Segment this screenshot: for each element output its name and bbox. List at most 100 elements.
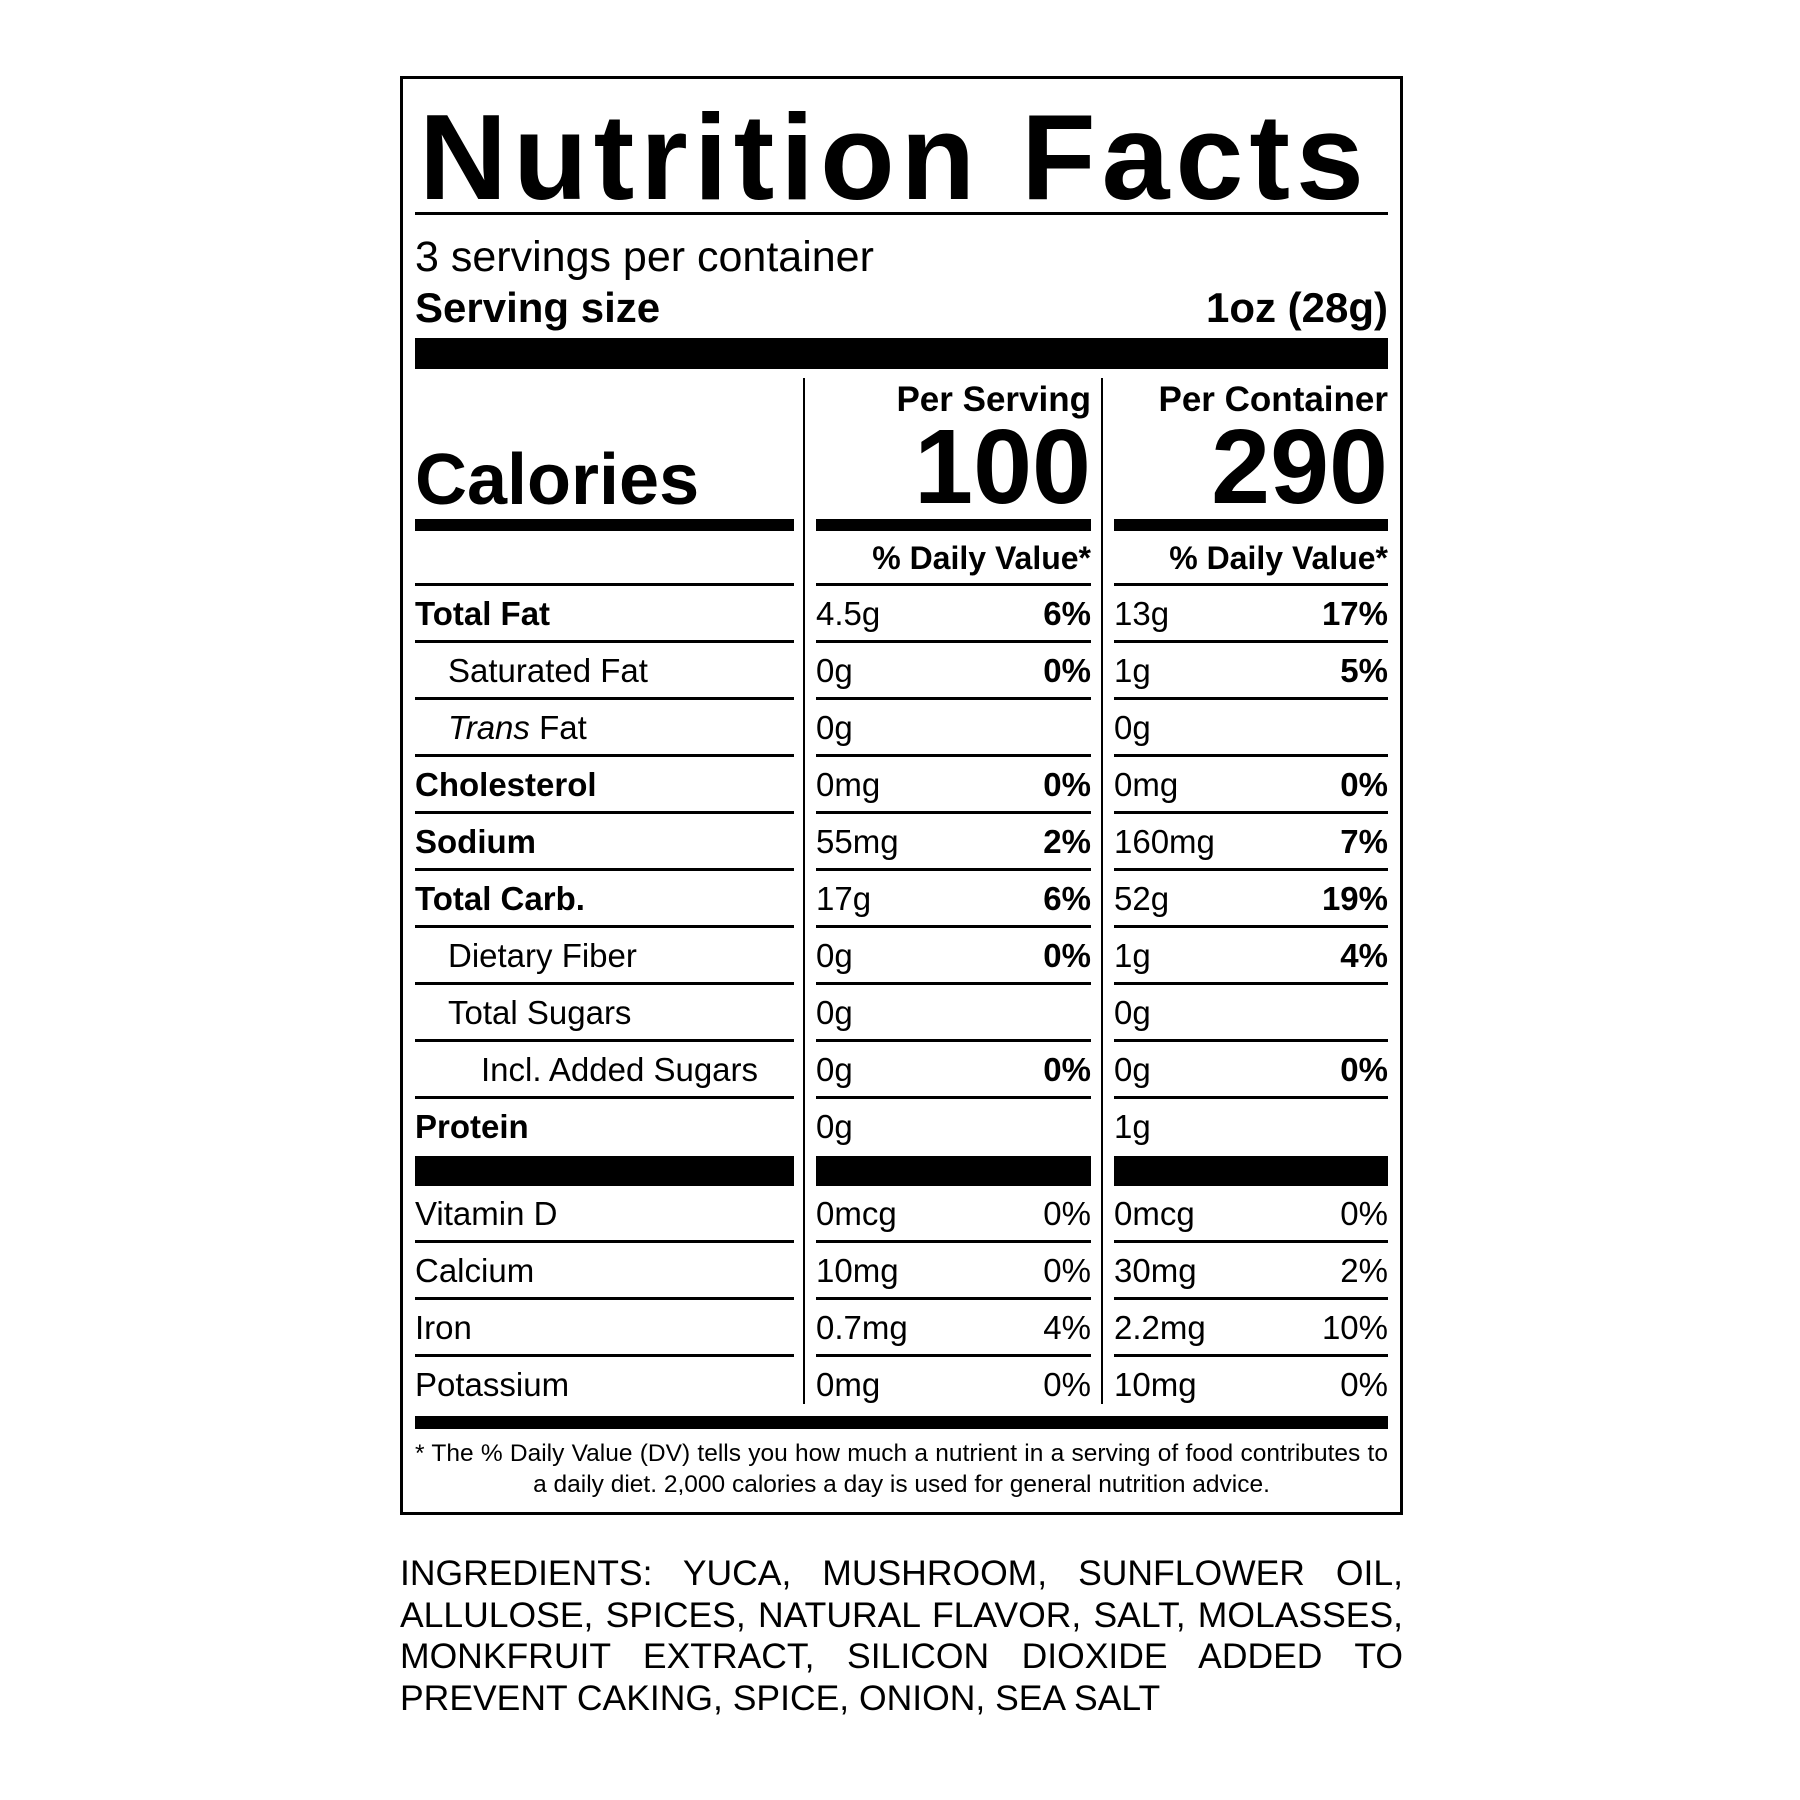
nutrient-container-cell: 0g <box>1114 985 1388 1042</box>
nutrient-serving-cell: 0g 0% <box>816 1042 1091 1099</box>
title-divider <box>415 212 1388 215</box>
nutrient-container-cell: 0mg 0% <box>1114 757 1388 814</box>
nutrient-container-amount: 0mcg <box>1114 1195 1195 1232</box>
nutrient-label: Potassium <box>415 1366 569 1403</box>
nutrient-serving-dv: 2% <box>1043 823 1091 860</box>
thick-divider-top <box>415 338 1388 369</box>
per-container-header: Per Container <box>1158 380 1389 419</box>
nutrient-label-cell: Saturated Fat <box>415 643 794 700</box>
nutrient-label-cell: Iron <box>415 1300 794 1357</box>
nutrient-serving-dv: 0% <box>1043 766 1091 803</box>
thick-divider-vitamins <box>415 1156 794 1186</box>
nutrient-serving-cell: 0mg 0% <box>816 757 1091 814</box>
nutrient-serving-amount: 55mg <box>816 823 899 860</box>
nutrient-label-text: Dietary Fiber <box>448 937 637 974</box>
ingredients-list: INGREDIENTS: YUCA, MUSHROOM, SUNFLOWER O… <box>400 1553 1403 1719</box>
nutrient-serving-cell: 0mcg 0% <box>816 1186 1091 1243</box>
nutrient-container-amount: 2.2mg <box>1114 1309 1206 1346</box>
nutrient-container-dv: 7% <box>1340 823 1388 860</box>
nutrient-serving-cell: 0g 0% <box>816 643 1091 700</box>
serving-size-label: Serving size <box>415 284 661 331</box>
nutrient-serving-cell: 0g 0% <box>816 928 1091 985</box>
calories-per-container: 290 <box>1211 408 1388 526</box>
servings-per-container: 3 servings per container <box>415 233 874 281</box>
column-divider <box>1101 378 1103 1404</box>
nutrient-serving-cell: 17g 6% <box>816 871 1091 928</box>
calories-divider <box>1114 519 1388 531</box>
nutrient-serving-amount: 0g <box>816 1051 853 1088</box>
nutrient-container-dv: 19% <box>1321 880 1388 917</box>
nutrient-container-cell: 0g <box>1114 700 1388 757</box>
nutrient-container-cell: 160mg 7% <box>1114 814 1388 871</box>
calories-label: Calories <box>415 440 700 520</box>
nutrient-label-cell: Potassium <box>415 1357 794 1414</box>
nutrient-serving-amount: 0g <box>816 994 853 1031</box>
nutrient-container-cell: 0mcg 0% <box>1114 1186 1388 1243</box>
nutrient-serving-dv: 6% <box>1043 595 1091 632</box>
nutrient-label: Vitamin D <box>415 1195 557 1232</box>
label-title: Nutrition Facts <box>419 89 1370 225</box>
nutrient-container-dv: 4% <box>1340 937 1388 974</box>
nutrient-label-text: Iron <box>415 1309 472 1346</box>
nutrient-serving-dv: 0% <box>1043 1195 1091 1232</box>
nutrient-container-cell: 10mg 0% <box>1114 1357 1388 1414</box>
nutrient-container-amount: 10mg <box>1114 1366 1197 1403</box>
nutrient-serving-cell: 0g <box>816 985 1091 1042</box>
nutrient-label-text: Total Sugars <box>448 994 632 1031</box>
nutrient-serving-amount: 0mg <box>816 1366 881 1403</box>
nutrient-container-amount: 30mg <box>1114 1252 1197 1289</box>
nutrient-container-dv: 17% <box>1321 595 1388 632</box>
nutrient-serving-dv: 0% <box>1043 1051 1091 1088</box>
nutrient-label: Iron <box>415 1309 472 1346</box>
nutrient-container-dv: 0% <box>1340 766 1388 803</box>
dv-header-container: % Daily Value* <box>1114 531 1388 586</box>
nutrient-container-amount: 13g <box>1114 595 1170 632</box>
nutrient-label-text: Total Fat <box>415 595 551 632</box>
nutrient-container-cell: 13g 17% <box>1114 586 1388 643</box>
nutrient-label-cell: Cholesterol <box>415 757 794 814</box>
nutrient-label-cell: Total Carb. <box>415 871 794 928</box>
nutrient-label-text: Potassium <box>415 1366 570 1403</box>
nutrient-serving-dv: 4% <box>1043 1309 1091 1346</box>
daily-value-footnote: * The % Daily Value (DV) tells you how m… <box>415 1440 1388 1498</box>
nutrient-label-text: Total Carb. <box>415 880 585 917</box>
nutrient-serving-dv: 0% <box>1043 1252 1091 1289</box>
nutrient-label-text: Sodium <box>415 823 536 860</box>
nutrient-container-amount: 1g <box>1114 652 1151 689</box>
nutrient-container-dv: 5% <box>1340 652 1388 689</box>
nutrient-label: Calcium <box>415 1252 534 1289</box>
nutrient-container-amount: 52g <box>1114 880 1170 917</box>
nutrient-label: Protein <box>415 1108 529 1145</box>
nutrient-label: Incl. Added Sugars <box>415 1051 758 1088</box>
nutrient-container-cell: 1g 5% <box>1114 643 1388 700</box>
nutrient-label-cell: Incl. Added Sugars <box>415 1042 794 1099</box>
nutrient-serving-amount: 0mcg <box>816 1195 897 1232</box>
nutrient-container-cell: 30mg 2% <box>1114 1243 1388 1300</box>
nutrient-serving-cell: 4.5g 6% <box>816 586 1091 643</box>
nutrient-container-cell: 1g 4% <box>1114 928 1388 985</box>
nutrient-container-cell: 1g <box>1114 1099 1388 1156</box>
nutrient-serving-amount: 0mg <box>816 766 881 803</box>
nutrient-serving-amount: 0g <box>816 709 853 746</box>
nutrient-label: Dietary Fiber <box>415 937 637 974</box>
nutrient-label: Saturated Fat <box>415 652 648 689</box>
nutrient-container-amount: 160mg <box>1114 823 1215 860</box>
column-divider <box>803 378 805 1404</box>
nutrient-serving-cell: 0.7mg 4% <box>816 1300 1091 1357</box>
nutrient-serving-amount: 0g <box>816 1108 853 1145</box>
nutrient-label-italic: Trans <box>448 709 530 746</box>
nutrient-serving-cell: 55mg 2% <box>816 814 1091 871</box>
nutrient-label-text: Cholesterol <box>415 766 597 803</box>
per-serving-header: Per Serving <box>896 380 1091 419</box>
thick-divider-vitamins <box>1114 1156 1388 1186</box>
nutrient-label: Total Carb. <box>415 880 585 917</box>
nutrient-serving-cell: 0g <box>816 1099 1091 1156</box>
nutrient-container-amount: 0mg <box>1114 766 1179 803</box>
nutrient-label-text: Calcium <box>415 1252 535 1289</box>
nutrient-label: Total Sugars <box>415 994 631 1031</box>
nutrient-serving-amount: 0.7mg <box>816 1309 908 1346</box>
nutrient-label-cell: Total Sugars <box>415 985 794 1042</box>
nutrient-label-text: Fat <box>529 709 587 746</box>
nutrient-container-cell: 2.2mg 10% <box>1114 1300 1388 1357</box>
nutrient-serving-dv: 6% <box>1043 880 1091 917</box>
